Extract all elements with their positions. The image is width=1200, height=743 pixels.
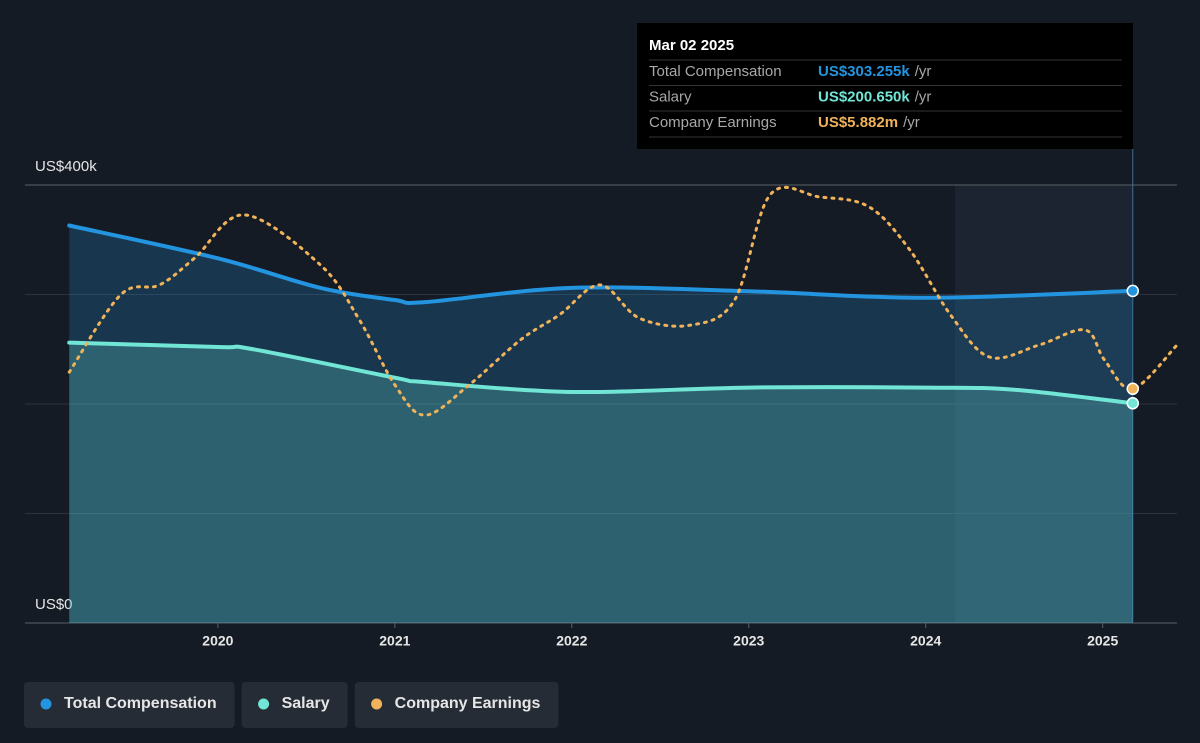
legend-item[interactable]: Salary <box>241 682 348 728</box>
hover-dot <box>1126 284 1140 298</box>
tooltip: Mar 02 2025 Total Compensation US$303.255k… <box>637 23 1133 149</box>
legend-label: Salary <box>282 695 330 712</box>
legend-dot <box>40 698 52 710</box>
tooltip-value: US$303.255k/yr <box>818 63 931 80</box>
legend-box <box>354 682 559 728</box>
x-tick-label: 2022 <box>556 633 587 649</box>
tooltip-value-text: US$200.650k <box>818 88 910 105</box>
tooltip-label: Salary <box>649 88 692 105</box>
tooltip-label: Company Earnings <box>649 114 777 131</box>
x-tick-label: 2023 <box>733 633 764 649</box>
tooltip-unit: /yr <box>903 114 920 131</box>
x-tick-label: 2024 <box>910 633 941 649</box>
legend-item[interactable]: Company Earnings <box>354 682 559 728</box>
x-tick-label: 2020 <box>202 633 233 649</box>
legend-box <box>241 682 348 728</box>
area <box>69 225 1133 623</box>
y-tick-label: US$400k <box>35 158 97 175</box>
series-line <box>67 340 1135 406</box>
series-line <box>67 185 1179 417</box>
hover-dot <box>1126 382 1140 396</box>
legend-box <box>24 682 235 728</box>
tooltip-label: Total Compensation <box>649 63 782 80</box>
legend-label: Total Compensation <box>64 695 217 712</box>
x-tick-label: 2021 <box>379 633 410 649</box>
tooltip-title: Mar 02 2025 <box>649 37 734 54</box>
tooltip-value: US$5.882m/yr <box>818 114 920 131</box>
tooltip-value: US$200.650k/yr <box>818 88 931 105</box>
legend-dot <box>371 698 383 710</box>
legend-dot <box>258 698 270 710</box>
y-tick-label: US$0 <box>35 596 73 613</box>
tooltip-value-text: US$5.882m <box>818 114 898 131</box>
series-line <box>67 223 1135 306</box>
area <box>69 342 1133 623</box>
x-tick-label: 2025 <box>1087 633 1118 649</box>
legend-label: Company Earnings <box>395 695 541 712</box>
tooltip-unit: /yr <box>915 63 932 80</box>
hover-dot <box>1126 397 1140 410</box>
tooltip-value-text: US$303.255k <box>818 63 910 80</box>
legend-item[interactable]: Total Compensation <box>24 682 235 728</box>
tooltip-unit: /yr <box>915 88 932 105</box>
